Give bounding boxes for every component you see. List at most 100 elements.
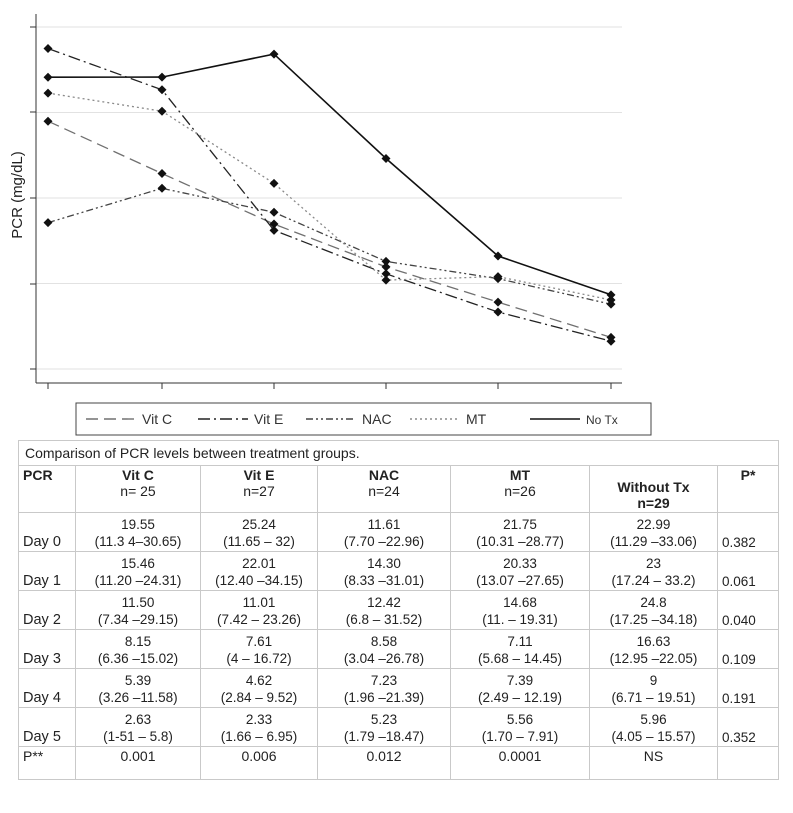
cell-range: (13.07 –27.65) — [476, 573, 564, 588]
cell-range: (1.66 – 6.95) — [220, 729, 298, 744]
table-cell: 5.23 (1.79 –18.47) — [317, 707, 451, 747]
chart-legend: Vit C Vit E NAC MT No Tx — [75, 402, 652, 436]
cell-range: (11. – 19.31) — [482, 612, 558, 627]
cell-median: 5.23 — [370, 712, 398, 727]
legend-label-vit-e: Vit E — [254, 411, 283, 427]
cell-median: 25.24 — [242, 517, 276, 532]
row-day-label: Day 3 — [18, 629, 76, 669]
table-cell: 7.61 (4 – 16.72) — [200, 629, 318, 669]
header-nac: NAC n=24 — [317, 465, 451, 513]
data-point-vit-e — [269, 225, 279, 235]
header-label: Without Tx — [617, 479, 690, 495]
cell-range: (1.79 –18.47) — [343, 729, 425, 744]
row-p-value: 0.352 — [716, 707, 780, 747]
series-lines — [47, 47, 612, 342]
cell-median: 23 — [645, 556, 662, 571]
data-point-vit-e — [43, 43, 53, 53]
cell-median: 5.56 — [506, 712, 534, 727]
series-line-no-tx — [47, 53, 612, 296]
header-n: n=26 — [504, 483, 536, 499]
table-cell: 4.62 (2.84 – 9.52) — [200, 668, 318, 708]
table-cell: 5.56 (1.70 – 7.91) — [450, 707, 590, 747]
table-cell: 2.63 (1-51 – 5.8) — [75, 707, 201, 747]
row-day-label: Day 4 — [18, 668, 76, 708]
data-point-no-tx — [43, 72, 53, 82]
row-day-label: Day 5 — [18, 707, 76, 747]
p-trend-label: P** — [18, 746, 76, 780]
header-without-tx: Without Tx n=29 — [589, 465, 718, 513]
table-cell: 22.01 (12.40 –34.15) — [200, 551, 318, 591]
p-trend-empty — [716, 746, 780, 780]
cell-median: 2.33 — [245, 712, 273, 727]
table-row: Day 2 11.50 (7.34 –29.15) 11.01 (7.42 – 23.2… — [18, 590, 780, 630]
data-point-nac — [269, 207, 279, 217]
data-point-nac — [381, 256, 391, 266]
table-cell: 5.96 (4.05 – 15.57) — [589, 707, 718, 747]
cell-range: (12.95 –22.05) — [609, 651, 698, 666]
table-cell: 11.01 (7.42 – 23.26) — [200, 590, 318, 630]
legend-label-mt: MT — [466, 411, 487, 427]
cell-median: 14.68 — [503, 595, 537, 610]
cell-median: 7.23 — [370, 673, 398, 688]
table-row: Day 3 8.15 (6.36 –15.02) 7.61 (4 – 16.72) 8.5… — [18, 629, 780, 669]
cell-median: 5.39 — [124, 673, 152, 688]
table-row: Day 4 5.39 (3.26 –11.58) 4.62 (2.84 – 9.52) 7… — [18, 668, 780, 708]
header-pcr: PCR — [18, 465, 76, 513]
table-cell: 7.39 (2.49 – 12.19) — [450, 668, 590, 708]
data-point-mt — [606, 295, 616, 305]
cell-median: 22.99 — [636, 517, 671, 532]
cell-range: (2.84 – 9.52) — [220, 690, 298, 705]
series-line-vit-c — [47, 120, 612, 339]
series-line-mt — [47, 92, 612, 301]
data-point-mt — [493, 272, 503, 282]
p-trend-value: 0.001 — [75, 746, 201, 780]
cell-median: 9 — [649, 673, 658, 688]
table-cell: 11.50 (7.34 –29.15) — [75, 590, 201, 630]
comparison-table-wrapper: Comparison of PCR levels between treatme… — [17, 440, 780, 780]
table-cell: 21.75 (10.31 –28.77) — [450, 512, 590, 552]
table-cell: 15.46 (11.20 –24.31) — [75, 551, 201, 591]
row-day-label: Day 1 — [18, 551, 76, 591]
cell-median: 15.46 — [121, 556, 155, 571]
cell-range: (7.34 –29.15) — [97, 612, 179, 627]
p-trend-value: 0.012 — [317, 746, 451, 780]
data-point-no-tx — [269, 49, 279, 59]
table-cell: 22.99 (11.29 –33.06) — [589, 512, 718, 552]
comparison-table: Comparison of PCR levels between treatme… — [17, 440, 780, 780]
table-body: Day 0 19.55 (11.3 4–30.65) 25.24 (11.65 – 32… — [18, 512, 780, 780]
cell-median: 14.30 — [367, 556, 401, 571]
header-label: NAC — [368, 467, 400, 483]
table-cell: 14.68 (11. – 19.31) — [450, 590, 590, 630]
y-axis-label: PCR (mg/dL) — [9, 151, 26, 239]
header-n: n=24 — [368, 483, 400, 499]
table-cell: 16.63 (12.95 –22.05) — [589, 629, 718, 669]
table-cell: 23 (17.24 – 33.2) — [589, 551, 718, 591]
table-row: Day 5 2.63 (1-51 – 5.8) 2.33 (1.66 – 6.95) 5.… — [18, 707, 780, 747]
cell-median: 19.55 — [121, 517, 155, 532]
p-trend-value: 0.006 — [200, 746, 318, 780]
data-point-vit-e — [381, 269, 391, 279]
cell-range: (1.70 – 7.91) — [481, 729, 559, 744]
header-label: P* — [740, 467, 756, 483]
cell-range: (8.33 –31.01) — [343, 573, 425, 588]
p-trend-row: P** 0.001 0.006 0.012 0.0001 NS — [18, 746, 780, 780]
cell-range: (7.70 –22.96) — [343, 534, 425, 549]
cell-range: (6.8 – 31.52) — [345, 612, 423, 627]
cell-range: (5.68 – 14.45) — [477, 651, 563, 666]
table-cell: 9 (6.71 – 19.51) — [589, 668, 718, 708]
row-p-value: 0.109 — [716, 629, 780, 669]
data-point-mt — [269, 178, 279, 188]
row-p-value: 0.382 — [716, 512, 780, 552]
header-label: Vit E — [243, 467, 275, 483]
cell-median: 7.61 — [245, 634, 273, 649]
cell-median: 11.01 — [242, 595, 276, 610]
legend-label-no-tx: No Tx — [586, 413, 618, 427]
series-markers — [43, 43, 616, 346]
cell-median: 5.96 — [640, 712, 667, 727]
data-point-vit-c — [269, 219, 279, 229]
data-point-vit-e — [606, 336, 616, 346]
data-point-mt — [381, 275, 391, 285]
data-point-mt — [157, 106, 167, 116]
